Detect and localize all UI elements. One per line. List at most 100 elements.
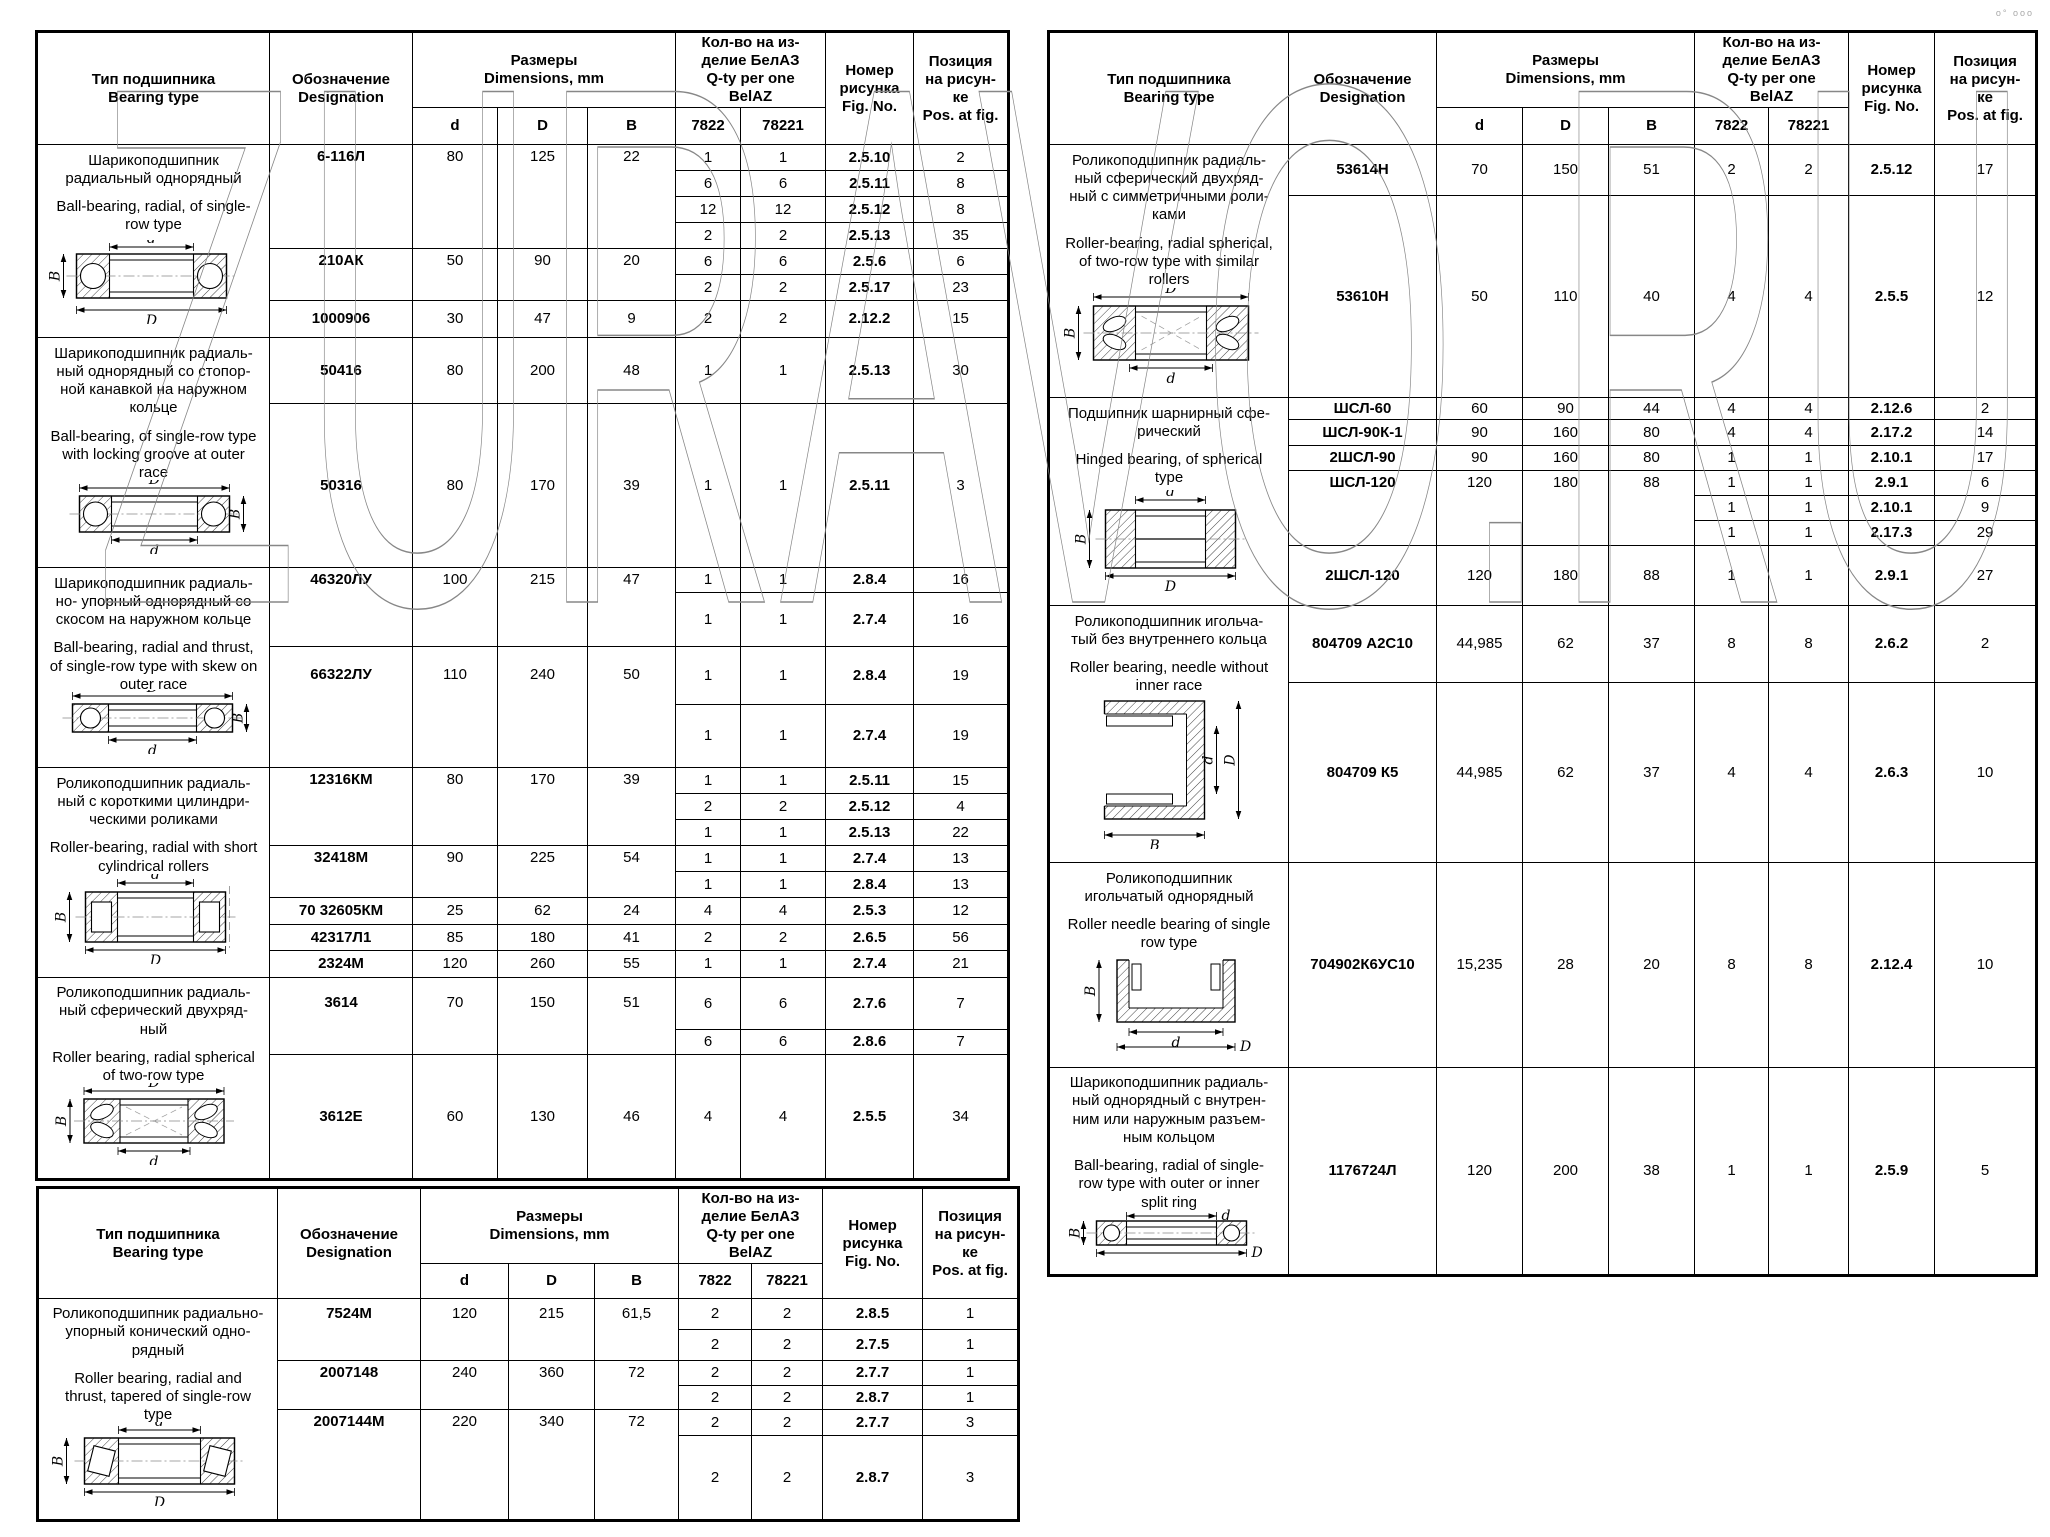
bearing-diagram: d D B <box>1102 699 1242 854</box>
bearing-table-right: Тип подшипника Bearing type Обозначение D… <box>1047 30 2039 1277</box>
table-row: Роликоподшипник радиально- упорный конич… <box>37 1298 1020 1521</box>
cell-qty-78221: 1 <box>740 819 827 846</box>
cell-designation: 12316КМ <box>269 767 413 846</box>
cell-pos: 16 <box>913 592 1010 647</box>
cell-fig-no: 2.8.7 <box>822 1385 924 1410</box>
cell-qty-78221: 6 <box>740 248 827 275</box>
svg-text:B: B <box>230 712 246 723</box>
col-header-D: D <box>1522 107 1609 145</box>
cell-dim-D: 62 <box>497 897 588 925</box>
cell-qty-7822: 1 <box>1694 520 1770 546</box>
svg-text:B: B <box>53 911 69 922</box>
table-row: ШСЛ-120 120 180 88 1 1 2.9.1 6 <box>1049 470 2038 546</box>
cell-qty-78221: 1 <box>740 845 827 872</box>
cell-dim-D: 28 <box>1522 862 1609 1068</box>
table-row: 3612Е 60 130 46 4 4 2.5.5 34 <box>37 1054 1010 1180</box>
cell-dim-B: 46 <box>586 1054 677 1180</box>
cell-pos: 15 <box>913 767 1010 794</box>
cell-pos: 3 <box>922 1409 1020 1436</box>
cell-qty-7822: 4 <box>1694 195 1770 398</box>
col-header-type: Тип подшипника Bearing type <box>37 1187 278 1299</box>
svg-text:B: B <box>227 508 243 519</box>
cell-dim-D: 90 <box>1522 397 1609 420</box>
cell-dim-D: 200 <box>1522 1067 1609 1276</box>
bearing-type-ru: Шарикоподшипник радиальный однорядный <box>65 151 242 187</box>
cell-qty-7822: 1 <box>675 144 742 171</box>
cell-designation: ШСЛ-90К-1 <box>1288 419 1437 446</box>
cell-qty-7822: 2 <box>1694 144 1770 196</box>
cell-fig-no: 2.12.4 <box>1848 862 1936 1068</box>
cell-dim-d: 50 <box>1436 195 1523 398</box>
bearing-type-ru: Подшипник шарнирный сфе- рический <box>1068 404 1270 440</box>
cell-pos: 15 <box>913 300 1010 338</box>
cell-qty-7822: 2 <box>678 1360 753 1386</box>
cell-qty-78221: 1 <box>740 567 827 593</box>
cell-qty-78221: 12 <box>740 196 827 223</box>
cell-pos: 6 <box>913 248 1010 275</box>
cell-qty-7822: 2 <box>675 924 742 951</box>
cell-fig-no: 2.5.10 <box>825 144 915 171</box>
bearing-type-ru: Роликоподшипник радиаль- ный с короткими… <box>56 774 251 829</box>
cell-dim-D: 340 <box>508 1409 595 1521</box>
cell-dim-D: 260 <box>497 950 588 978</box>
cell-fig-no: 2.5.13 <box>825 337 915 404</box>
table-row: Шарикоподшипник радиаль- ный однорядный … <box>1048 1067 2038 1276</box>
svg-text:D: D <box>144 313 156 324</box>
cell-dim-D: 225 <box>497 845 588 898</box>
cell-pos: 17 <box>1934 144 2038 196</box>
cell-qty-78221: 8 <box>1768 862 1850 1068</box>
svg-text:B: B <box>1074 533 1090 544</box>
bearing-type-en: Roller needle bearing of single row type <box>1067 916 1271 952</box>
cell-fig-no: 2.8.7 <box>822 1435 924 1521</box>
header-row: Тип подшипника Bearing type Обозначение D… <box>36 31 1010 145</box>
cell-fig-no: 2.5.5 <box>825 1054 915 1180</box>
cell-dim-B: 37 <box>1607 605 1696 683</box>
cell-pos: 34 <box>913 1054 1010 1180</box>
svg-text:B: B <box>1083 985 1099 996</box>
cell-designation: 804709 А2С10 <box>1288 605 1437 683</box>
cell-pos: 6 <box>1934 470 2038 496</box>
cell-qty-78221: 4 <box>1768 682 1850 863</box>
cell-fig-no: 2.5.5 <box>1848 195 1936 398</box>
cell-dim-d: 90 <box>1436 445 1523 471</box>
col-header-type: Тип подшипника Bearing type <box>36 31 270 145</box>
bearing-type-ru: Шарикоподшипник радиаль- ный однорядный … <box>1069 1074 1269 1146</box>
cell-pos: 17 <box>1934 445 2038 471</box>
cell-qty-7822: 2 <box>678 1409 753 1436</box>
cell-pos: 5 <box>1934 1067 2038 1276</box>
cell-qty-7822: 4 <box>1694 419 1770 446</box>
cell-dim-d: 120 <box>420 1298 509 1361</box>
cell-pos: 1 <box>922 1298 1020 1330</box>
table-row: Шарикоподшипник радиальный однорядный Bal… <box>36 144 1010 338</box>
cell-pos: 21 <box>913 950 1010 978</box>
cell-qty-78221: 1 <box>1768 495 1850 521</box>
cell-dim-d: 80 <box>412 337 498 404</box>
cell-pos: 8 <box>913 196 1010 223</box>
cell-qty-78221: 2 <box>751 1298 824 1330</box>
bearing-type-cell: Шарикоподшипник радиаль- ный однорядный … <box>1048 1067 1289 1276</box>
col-header-7822: 7822 <box>675 107 742 145</box>
bearing-type-en: Ball-bearing, radial of single- row type… <box>1073 1157 1265 1211</box>
table-row: 1000906 30 47 9 2 2 2.12.2 15 <box>37 300 1010 338</box>
cell-dim-B: 20 <box>586 248 677 301</box>
svg-text:D: D <box>148 953 160 964</box>
cell-dim-B: 88 <box>1607 545 1696 606</box>
cell-designation: 3612Е <box>269 1054 413 1180</box>
cell-dim-B: 9 <box>586 300 677 338</box>
cell-qty-78221: 1 <box>740 403 827 568</box>
cell-fig-no: 2.8.4 <box>825 567 915 593</box>
table-row: Подшипник шарнирный сфе- рический Hinged … <box>1048 397 2038 606</box>
table-row: 2 2 2.5.13 35 <box>37 222 1010 249</box>
cell-pos: 12 <box>913 897 1010 925</box>
cell-dim-B: 54 <box>586 845 677 898</box>
svg-text:B: B <box>47 270 63 281</box>
cell-qty-7822: 6 <box>675 977 742 1030</box>
cell-dim-d: 120 <box>1436 545 1523 606</box>
cell-qty-7822: 1 <box>675 403 742 568</box>
cell-qty-7822: 4 <box>675 897 742 925</box>
cell-dim-d: 15,235 <box>1436 862 1523 1068</box>
col-header-d: d <box>420 1263 509 1299</box>
bearing-type-cell: Роликоподшипник игольча- тый без внутрен… <box>1048 605 1289 863</box>
col-header-fig: Номер рисунка Fig. No. <box>1848 31 1936 145</box>
table-row: 42317Л1 85 180 41 2 2 2.6.5 56 <box>37 924 1010 951</box>
